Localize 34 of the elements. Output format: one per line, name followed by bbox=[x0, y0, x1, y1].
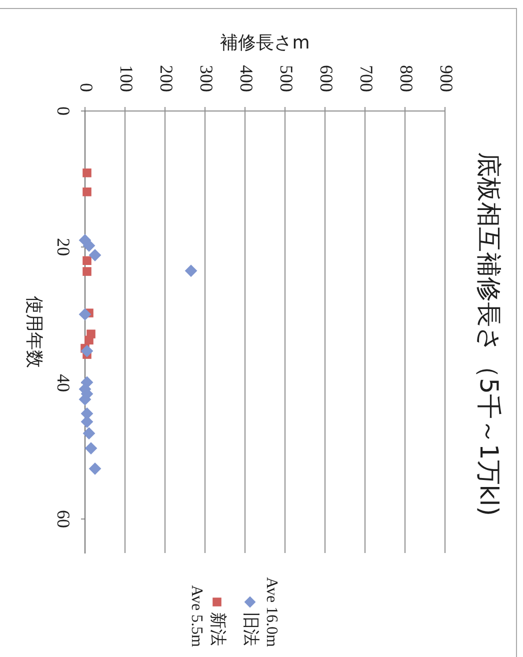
point bbox=[89, 249, 101, 262]
x-tick-label: 400 bbox=[236, 65, 256, 92]
point bbox=[82, 168, 92, 178]
x-tick-label: 100 bbox=[116, 65, 136, 92]
x-tick-label: 300 bbox=[196, 65, 216, 92]
point bbox=[83, 240, 95, 252]
point bbox=[82, 256, 92, 265]
text: Ave 5.5m bbox=[188, 585, 205, 648]
point bbox=[85, 442, 97, 454]
y-tick-label: 20 bbox=[53, 238, 74, 256]
point bbox=[83, 427, 95, 440]
point bbox=[89, 462, 101, 475]
point bbox=[79, 308, 91, 320]
point bbox=[82, 188, 92, 196]
x-tick-label: 900 bbox=[436, 65, 456, 92]
y-tick-label: 40 bbox=[53, 374, 74, 392]
legend-label: 旧法 bbox=[242, 612, 261, 646]
point bbox=[81, 345, 93, 358]
text: 底板相互補修長さ（5千～1万kl) bbox=[474, 152, 504, 516]
point bbox=[84, 336, 94, 345]
x-tick-label: 600 bbox=[316, 65, 336, 92]
x-tick-label: 0 bbox=[76, 83, 96, 92]
x-tick-label: 800 bbox=[396, 65, 416, 92]
x-tick-label: 200 bbox=[156, 65, 176, 92]
x-tick-label: 500 bbox=[276, 65, 296, 92]
text: Ave 16.0m bbox=[262, 577, 280, 648]
y-tick-label: 0 bbox=[53, 106, 74, 116]
x-tick-label: 700 bbox=[356, 65, 376, 92]
point bbox=[82, 267, 92, 276]
y-axis-title: 使用年数 bbox=[23, 296, 44, 368]
y-tick-label: 60 bbox=[53, 510, 74, 528]
point bbox=[185, 264, 197, 277]
legend-label: 新法 bbox=[208, 612, 228, 646]
x-axis-title: 補修長さm bbox=[220, 32, 310, 54]
